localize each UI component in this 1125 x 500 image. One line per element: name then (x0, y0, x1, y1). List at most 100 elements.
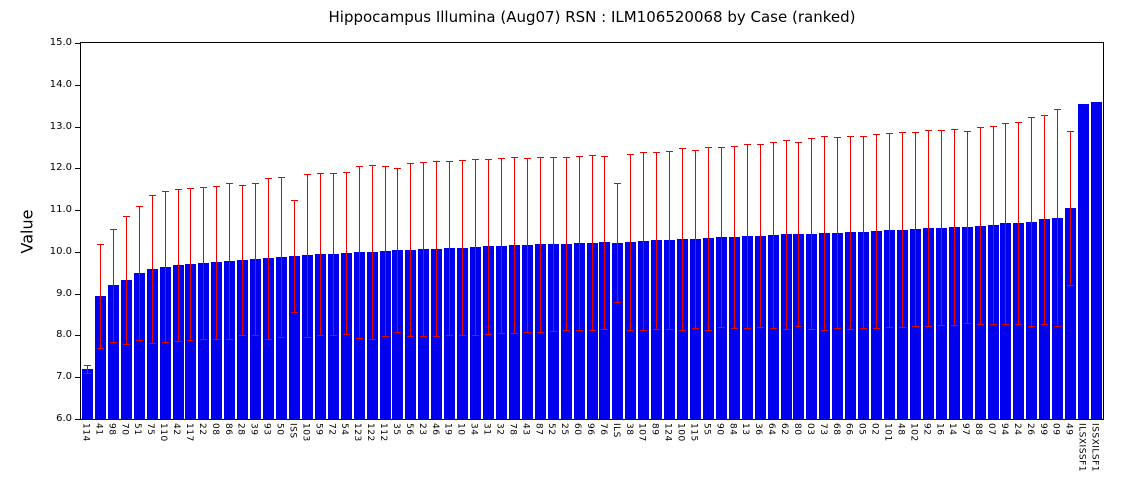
error-bar-cap (743, 327, 751, 329)
x-tick-label: 94 (998, 423, 1009, 436)
error-bar-cap (730, 145, 738, 147)
x-tick-label: 14 (947, 423, 958, 436)
x-tick-label: 56 (403, 423, 414, 436)
error-bar-cap (601, 328, 609, 330)
error-bar (462, 159, 464, 336)
y-tick-label: 6.0 (56, 413, 72, 424)
error-bar (1057, 109, 1059, 327)
error-bar (682, 148, 684, 331)
x-tick-label: 35 (390, 423, 401, 436)
error-bar-cap (239, 335, 247, 337)
y-tick-label: 12.0 (49, 162, 72, 174)
y-tick-mark (75, 168, 80, 170)
error-bar-cap (278, 176, 286, 178)
error-bar-cap (148, 343, 156, 345)
error-bar (242, 185, 244, 336)
error-bar-cap (1015, 121, 1023, 123)
error-bar-cap (627, 153, 635, 155)
error-bar-cap (756, 144, 764, 146)
x-tick-label: 54 (339, 423, 350, 436)
error-bar (488, 159, 489, 334)
error-bar (138, 205, 140, 340)
plot-area (80, 42, 1104, 420)
error-bar-cap (769, 142, 777, 144)
x-tick-label: 75 (145, 423, 156, 436)
error-bar (914, 131, 916, 327)
error-bar-cap (381, 335, 389, 337)
error-bar (850, 135, 852, 329)
bar (159, 266, 171, 419)
bar (392, 250, 404, 419)
x-tick-label: 123 (352, 423, 363, 442)
error-bar-cap (472, 159, 480, 161)
error-bar (591, 154, 593, 331)
error-bar (953, 129, 955, 325)
error-bar (707, 146, 709, 330)
error-bar (500, 158, 502, 333)
error-bar-cap (510, 156, 518, 158)
error-bar-cap (316, 173, 324, 175)
error-bar-cap (1002, 323, 1010, 325)
error-bar-cap (549, 331, 557, 333)
error-bar (901, 132, 903, 328)
error-bar-cap (653, 328, 661, 330)
y-tick-label: 13.0 (49, 120, 72, 132)
bar (94, 295, 106, 419)
bar (107, 285, 119, 419)
x-tick-label: 08 (209, 423, 220, 436)
bar (81, 368, 93, 419)
error-bar-cap (109, 228, 117, 230)
x-tick-label: 86 (222, 423, 233, 436)
y-tick-mark (75, 251, 80, 253)
error-bar-cap (704, 329, 712, 331)
error-bar-cap (549, 156, 557, 158)
error-bar-cap (446, 335, 454, 337)
error-bar-cap (135, 339, 143, 341)
error-bar (720, 147, 722, 328)
x-tick-label: 05 (856, 423, 867, 436)
error-bar (358, 166, 360, 338)
error-bar (293, 199, 295, 313)
error-bar (630, 153, 632, 330)
error-bar-cap (394, 168, 402, 170)
error-bar-cap (886, 327, 894, 329)
error-bar-cap (213, 338, 221, 340)
error-bar (617, 182, 619, 303)
error-bar-cap (368, 338, 376, 340)
error-bar-cap (252, 182, 260, 184)
error-bar (565, 156, 567, 331)
error-bar (190, 188, 192, 341)
error-bar-cap (174, 189, 182, 191)
error-bar (345, 171, 347, 334)
error-bar-cap (976, 127, 984, 129)
error-bar (203, 187, 205, 340)
error-bar (449, 160, 451, 336)
error-bar-cap (135, 205, 143, 207)
error-bar (669, 150, 671, 329)
x-tick-label: 46 (429, 423, 440, 436)
error-bar (86, 364, 88, 374)
x-tick-label: 112 (378, 423, 388, 442)
x-tick-label: 31 (481, 423, 492, 436)
error-bar-cap (937, 325, 945, 327)
x-tick-label: 32 (494, 423, 505, 436)
error-bar-cap (860, 327, 868, 329)
error-bar (772, 142, 774, 328)
error-bar (255, 182, 257, 336)
x-tick-label: 73 (817, 423, 828, 436)
error-bar-cap (1054, 326, 1062, 328)
x-tick-label: 24 (1011, 423, 1022, 436)
x-tick-label: 55 (701, 423, 712, 436)
chart-title: Hippocampus Illumina (Aug07) RSN : ILM10… (328, 8, 856, 26)
x-tick-label: 41 (93, 423, 104, 436)
x-tick-label: 122 (365, 423, 376, 442)
x-tick-label: 103 (300, 423, 311, 442)
error-bar-cap (653, 151, 661, 153)
error-bar (371, 164, 373, 339)
error-bar-cap (252, 335, 260, 337)
error-bar-cap (407, 163, 415, 165)
error-bar (552, 156, 554, 332)
x-tick-label: 28 (235, 423, 246, 436)
x-tick-label: 34 (468, 423, 479, 436)
x-tick-label: 59 (313, 423, 324, 436)
